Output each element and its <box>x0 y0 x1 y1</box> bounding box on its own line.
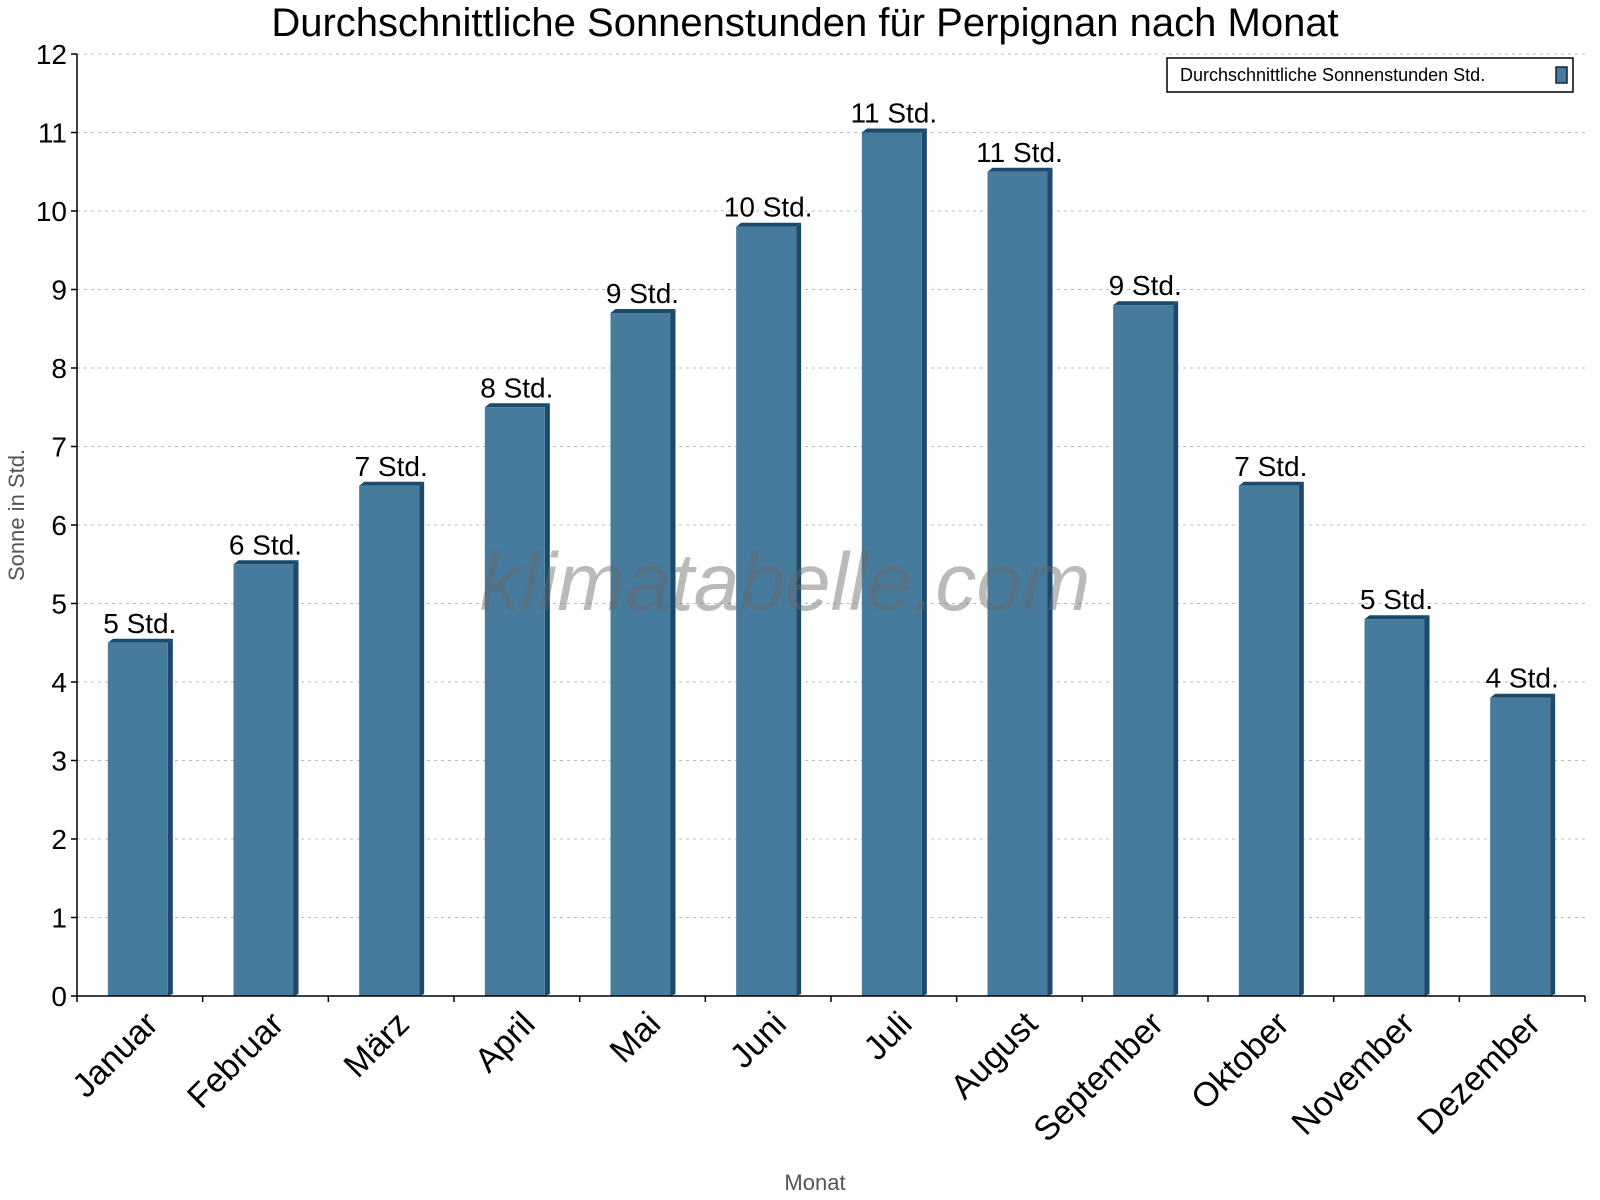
bar-side <box>796 222 802 996</box>
x-tick-label: Mai <box>603 1005 669 1071</box>
bar-top <box>359 481 425 486</box>
x-tick-label: Oktober <box>1184 1005 1296 1117</box>
bar-februar: 6 Std. <box>229 529 302 996</box>
y-tick-label: 1 <box>51 903 67 934</box>
y-tick-label: 11 <box>38 118 67 149</box>
bar-april: 8 Std. <box>480 372 553 996</box>
data-label: 8 Std. <box>480 372 553 403</box>
y-tick-label: 2 <box>51 824 67 855</box>
bar-side <box>921 128 927 996</box>
bar-mai: 9 Std. <box>606 278 679 996</box>
bar-oktober: 7 Std. <box>1234 451 1307 996</box>
data-label: 7 Std. <box>1234 451 1307 482</box>
y-tick-label: 12 <box>36 39 67 70</box>
bar-side <box>293 560 299 996</box>
data-label: 11 Std. <box>851 98 938 129</box>
bar-januar: 5 Std. <box>103 608 176 996</box>
bar <box>1490 697 1551 996</box>
bar-top <box>861 128 927 133</box>
x-tick-label: November <box>1284 1005 1422 1143</box>
bar-juni: 10 Std. <box>724 192 813 996</box>
bar-top <box>107 638 173 643</box>
data-label: 9 Std. <box>1109 270 1182 301</box>
y-tick-label: 5 <box>51 589 67 620</box>
data-label: 7 Std. <box>355 451 428 482</box>
x-tick-label: Februar <box>180 1005 291 1116</box>
bar <box>359 485 420 996</box>
x-tick-label: Juni <box>723 1005 794 1076</box>
bar-september: 9 Std. <box>1109 270 1182 996</box>
data-label: 6 Std. <box>229 529 302 560</box>
bar <box>484 407 545 996</box>
bar-side <box>1550 693 1556 996</box>
data-label: 9 Std. <box>606 278 679 309</box>
bar-top <box>1364 615 1430 620</box>
data-label: 5 Std. <box>1360 584 1433 615</box>
bar <box>1238 485 1299 996</box>
bar <box>736 226 797 996</box>
bar-dezember: 4 Std. <box>1486 663 1559 996</box>
bar-top <box>1490 693 1556 698</box>
bar-side <box>1173 301 1179 996</box>
y-tick-label: 10 <box>36 196 67 227</box>
legend-swatch <box>1555 66 1568 84</box>
y-tick-label: 8 <box>51 353 67 384</box>
y-tick-label: 9 <box>51 275 67 306</box>
x-tick-label: Dezember <box>1410 1005 1548 1143</box>
x-tick-label: Juli <box>857 1005 920 1068</box>
bar-top <box>736 222 802 227</box>
x-tick-label: Januar <box>65 1005 165 1105</box>
bar-side <box>1298 481 1304 996</box>
bar <box>610 313 671 996</box>
y-axis-label: Sonne in Std. <box>4 449 29 581</box>
x-tick-label: August <box>943 1004 1045 1106</box>
bar-side <box>419 481 425 996</box>
bar <box>861 132 922 996</box>
y-tick-label: 0 <box>51 981 67 1012</box>
bar-top <box>610 309 676 314</box>
bar-juli: 11 Std. <box>851 98 938 996</box>
data-label: 10 Std. <box>724 192 813 223</box>
x-axis-label: Monat <box>784 1170 845 1195</box>
bar-top <box>1113 301 1179 306</box>
data-label: 11 Std. <box>976 137 1063 168</box>
bar <box>987 171 1048 996</box>
x-tick-label: April <box>468 1005 543 1080</box>
bar-side <box>544 403 550 996</box>
data-label: 4 Std. <box>1486 663 1559 694</box>
bar <box>1364 619 1425 996</box>
chart-title: Durchschnittliche Sonnenstunden für Perp… <box>271 1 1338 45</box>
bar-november: 5 Std. <box>1360 584 1433 996</box>
bar-side <box>1047 167 1053 996</box>
legend: Durchschnittliche Sonnenstunden Std. <box>1166 57 1574 93</box>
x-tick-label: September <box>1026 1005 1170 1149</box>
bar-august: 11 Std. <box>976 137 1063 996</box>
bar-top <box>233 560 299 565</box>
watermark: klimatabelle.com <box>480 537 1091 628</box>
bar-märz: 7 Std. <box>355 451 428 996</box>
bar <box>1113 305 1174 996</box>
y-tick-label: 4 <box>51 667 67 698</box>
bar-side <box>167 638 173 996</box>
bar <box>233 564 294 996</box>
y-tick-label: 6 <box>51 510 67 541</box>
bar-side <box>1424 615 1430 996</box>
bar-top <box>987 167 1053 172</box>
bar <box>107 642 168 996</box>
y-tick-label: 3 <box>51 746 67 777</box>
data-label: 5 Std. <box>103 608 176 639</box>
bar-top <box>1238 481 1304 486</box>
x-tick-label: März <box>337 1005 417 1085</box>
bar-side <box>670 309 676 996</box>
bar-top <box>484 403 550 408</box>
legend-label: Durchschnittliche Sonnenstunden Std. <box>1180 65 1485 85</box>
y-tick-label: 7 <box>51 432 67 463</box>
